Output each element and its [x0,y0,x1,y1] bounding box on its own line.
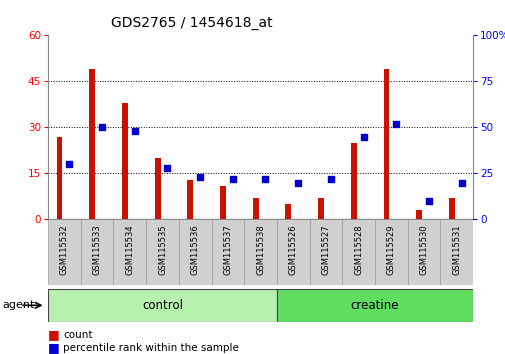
Text: GSM115537: GSM115537 [223,224,232,275]
Point [359,134,367,139]
Text: GSM115536: GSM115536 [190,224,199,275]
Bar [81,219,113,285]
Bar [178,219,211,285]
Bar [252,198,258,219]
Text: GSM115527: GSM115527 [321,224,330,275]
Text: GSM115529: GSM115529 [386,224,395,275]
Bar [89,69,95,219]
Bar [220,186,226,219]
Bar [244,219,276,285]
Text: creatine: creatine [350,299,398,312]
Point [424,198,432,204]
Bar [122,103,128,219]
Point [261,176,269,182]
Text: ■: ■ [48,341,60,354]
Text: GSM115532: GSM115532 [60,224,69,275]
Text: GSM115538: GSM115538 [256,224,265,275]
Bar [318,198,323,219]
Bar [276,289,472,322]
Point [228,176,236,182]
Text: agent: agent [3,300,35,310]
Bar [276,219,309,285]
Bar [342,219,374,285]
Bar [448,198,454,219]
Text: GSM115534: GSM115534 [125,224,134,275]
Bar [285,204,291,219]
Text: GDS2765 / 1454618_at: GDS2765 / 1454618_at [111,16,273,30]
Bar [211,219,244,285]
Bar [416,210,421,219]
Bar [374,219,407,285]
Point [457,180,465,185]
Point [391,121,399,127]
Text: GSM115531: GSM115531 [451,224,461,275]
Text: GSM115528: GSM115528 [354,224,363,275]
Bar [57,137,62,219]
Text: GSM115526: GSM115526 [288,224,297,275]
Text: percentile rank within the sample: percentile rank within the sample [63,343,239,353]
Point [195,174,204,180]
Text: GSM115533: GSM115533 [92,224,102,275]
Point [326,176,334,182]
Text: control: control [142,299,183,312]
Bar [187,179,193,219]
Text: GSM115530: GSM115530 [419,224,428,275]
Bar [155,158,160,219]
Bar [309,219,342,285]
Bar [350,143,356,219]
Text: count: count [63,330,92,339]
Point [163,165,171,171]
Bar [113,219,146,285]
Point [65,161,73,167]
Point [130,128,138,134]
Bar [439,219,472,285]
Text: GSM115535: GSM115535 [158,224,167,275]
Point [98,125,106,130]
Bar [407,219,439,285]
Point [293,180,301,185]
Bar [146,219,178,285]
Bar [48,289,276,322]
Text: ■: ■ [48,328,60,341]
Bar [383,69,389,219]
Bar [48,219,81,285]
